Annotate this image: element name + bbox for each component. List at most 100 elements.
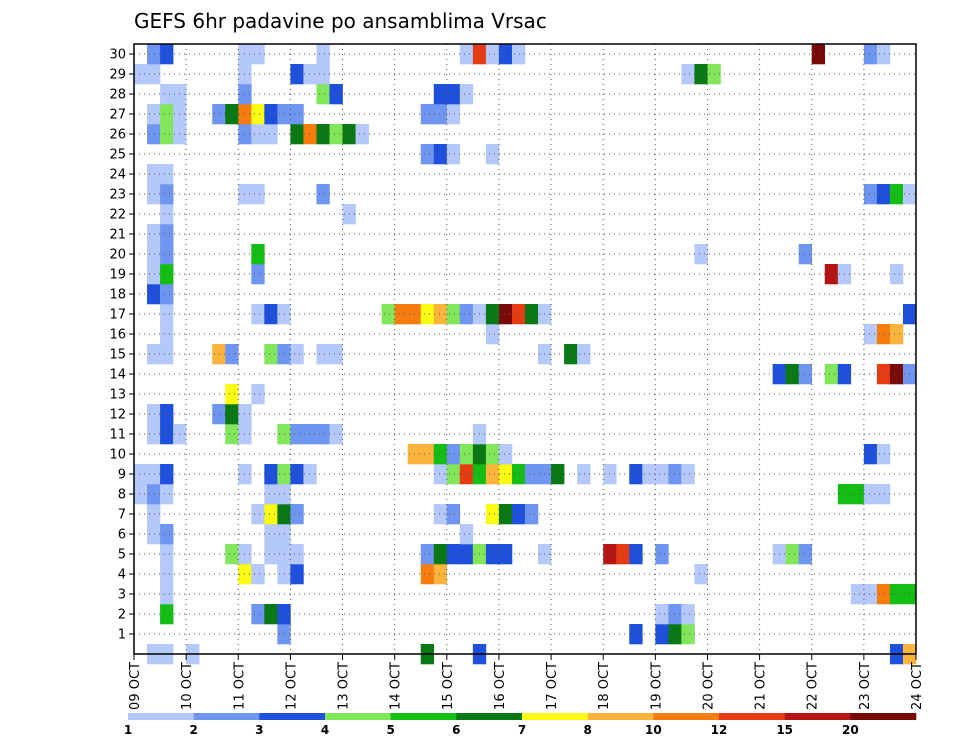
heatmap-cell [498, 504, 513, 525]
colorbar-swatch [784, 713, 851, 720]
heatmap-cell [160, 44, 174, 65]
heatmap-cell [251, 504, 265, 525]
colorbar-label: 7 [518, 723, 526, 737]
colorbar-label: 2 [189, 723, 197, 737]
y-tick-label: 29 [109, 68, 126, 83]
heatmap-cell [316, 44, 330, 65]
x-tick-label: 12 OCT [284, 662, 299, 710]
heatmap-cell [147, 264, 161, 285]
chart-title: GEFS 6hr padavine po ansamblima Vrsac [134, 9, 547, 33]
heatmap-cell [863, 324, 878, 345]
heatmap-cell [668, 464, 682, 485]
colorbar-label: 8 [583, 723, 591, 737]
heatmap-cell [889, 364, 904, 385]
heatmap-cell [225, 104, 239, 125]
heatmap-cell [694, 244, 708, 265]
heatmap-cell [668, 604, 682, 625]
heatmap-cell [629, 544, 643, 565]
y-tick-label: 28 [109, 88, 126, 103]
heatmap-cell [264, 484, 278, 505]
heatmap-cell [212, 344, 226, 365]
heatmap-cell [316, 124, 330, 145]
x-tick-label: 10 OCT [180, 662, 195, 710]
heatmap-cell [485, 324, 500, 345]
heatmap-cell [394, 304, 408, 325]
heatmap-cell [160, 204, 174, 225]
heatmap-cell [629, 464, 643, 485]
heatmap-cell [850, 584, 865, 605]
heatmap-cell [446, 84, 461, 105]
heatmap-cell [147, 164, 161, 185]
heatmap-cell [798, 244, 813, 265]
y-tick-label: 7 [118, 508, 126, 523]
y-tick-label: 24 [109, 168, 126, 183]
y-tick-label: 26 [109, 128, 126, 143]
heatmap-cell [876, 484, 891, 505]
heatmap-cell [251, 264, 265, 285]
heatmap-cell [290, 564, 304, 585]
y-tick-label: 12 [109, 408, 126, 423]
heatmap-cell [147, 524, 161, 545]
heatmap-cell [798, 364, 813, 385]
heatmap-cell [655, 464, 669, 485]
heatmap-cell [889, 184, 904, 205]
y-tick-label: 3 [118, 588, 126, 603]
heatmap-cell [498, 44, 513, 65]
heatmap-cell [160, 104, 174, 125]
heatmap-cell [264, 104, 278, 125]
heatmap-cell [160, 484, 174, 505]
heatmap-cell [668, 624, 682, 645]
heatmap-cell [264, 464, 278, 485]
heatmap-cell [446, 544, 461, 565]
heatmap-cell [160, 284, 174, 305]
x-tick-label: 20 OCT [701, 662, 716, 710]
heatmap-cell [798, 544, 813, 565]
y-tick-label: 16 [109, 328, 126, 343]
heatmap-cell [446, 504, 461, 525]
heatmap-cell [329, 124, 343, 145]
heatmap-cell [290, 344, 304, 365]
x-tick-label: 19 OCT [649, 662, 664, 710]
heatmap-cell [355, 124, 369, 145]
heatmap-cell [577, 344, 591, 365]
heatmap-cell [160, 404, 174, 425]
heatmap-cell [525, 464, 539, 485]
heatmap-cell [147, 404, 161, 425]
heatmap-cell [459, 524, 474, 545]
x-tick-label: 18 OCT [597, 662, 612, 710]
heatmap-cell [824, 364, 839, 385]
heatmap-cell [876, 184, 891, 205]
heatmap-cell [290, 104, 304, 125]
heatmap-cell [147, 224, 161, 245]
heatmap-cell [160, 304, 174, 325]
heatmap-cell [225, 384, 239, 405]
heatmap-cell [694, 564, 708, 585]
heatmap-cell [459, 84, 474, 105]
heatmap-cell [303, 64, 317, 85]
heatmap-cell [147, 424, 161, 445]
heatmap-cell [511, 304, 526, 325]
heatmap-cell [316, 424, 330, 445]
heatmap-cell [511, 44, 526, 65]
y-tick-label: 30 [109, 48, 126, 63]
heatmap-cell [251, 384, 265, 405]
heatmap-cell [264, 344, 278, 365]
x-tick-label: 21 OCT [754, 662, 769, 710]
colorbar-swatch [587, 713, 654, 720]
heatmap-cell [681, 464, 695, 485]
heatmap-cell [681, 624, 695, 645]
y-tick-label: 6 [118, 528, 126, 543]
heatmap-cell [134, 64, 148, 85]
heatmap-cell [134, 464, 148, 485]
heatmap-cell [485, 304, 500, 325]
colorbar-label: 4 [321, 723, 329, 737]
heatmap-cell [160, 264, 174, 285]
heatmap-cell [160, 524, 174, 545]
heatmap-cell [446, 464, 461, 485]
heatmap-cell [811, 44, 826, 65]
heatmap-cell [316, 84, 330, 105]
heatmap-cell [459, 444, 474, 465]
heatmap-cell [160, 464, 174, 485]
heatmap-cell [863, 44, 878, 65]
heatmap-cell [290, 504, 304, 525]
